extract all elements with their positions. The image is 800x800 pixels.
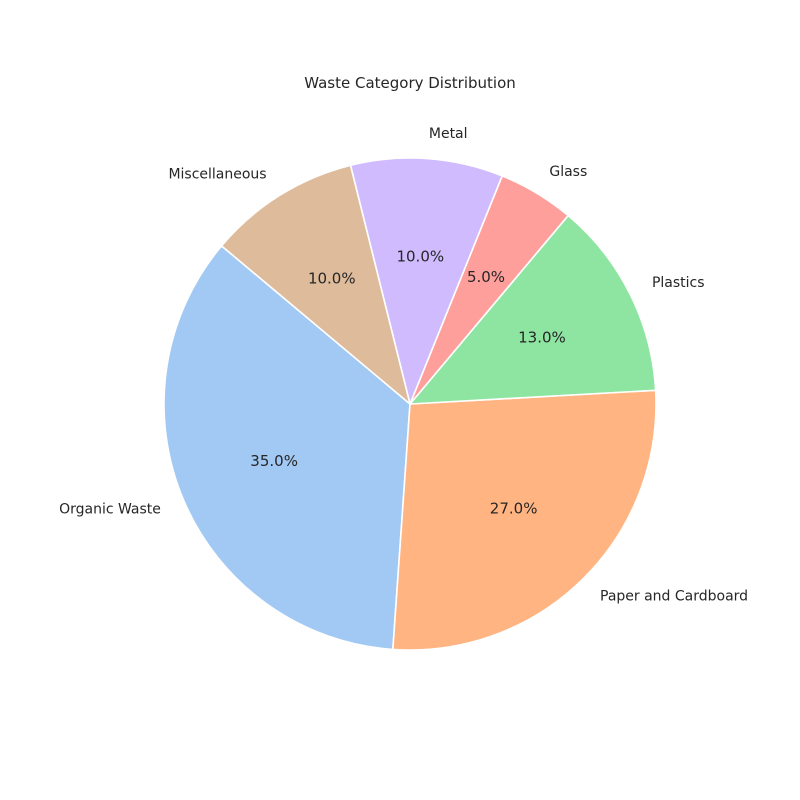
pie-slice-metal <box>349 157 503 405</box>
slice-percent-glass: 5.0% <box>467 268 505 286</box>
pie-slice-plastics <box>409 214 657 405</box>
chart-title: Waste Category Distribution <box>304 74 516 92</box>
pie-slices <box>163 157 657 651</box>
slice-label-paper-and-cardboard: Paper and Cardboard <box>600 589 748 605</box>
slice-percent-metal: 10.0% <box>396 247 444 265</box>
slice-percent-miscellaneous: 10.0% <box>308 269 356 287</box>
pie-slice-paper-and-cardboard <box>392 389 657 651</box>
slice-label-organic-waste: Organic Waste <box>59 502 161 518</box>
slice-percent-plastics: 13.0% <box>518 328 566 346</box>
pie-labels: Organic Waste 35.0% Paper and Cardboard 27.… <box>59 126 748 605</box>
pie-slice-miscellaneous <box>220 164 411 405</box>
slice-label-plastics: Plastics <box>652 275 705 291</box>
slice-label-glass: Glass <box>549 164 587 180</box>
slice-percent-organic-waste: 35.0% <box>250 452 298 470</box>
pie-slice-organic-waste <box>163 245 411 651</box>
slice-label-miscellaneous: Miscellaneous <box>168 167 266 183</box>
slice-label-metal: Metal <box>429 126 468 142</box>
slice-percent-paper-and-cardboard: 27.0% <box>490 500 538 518</box>
